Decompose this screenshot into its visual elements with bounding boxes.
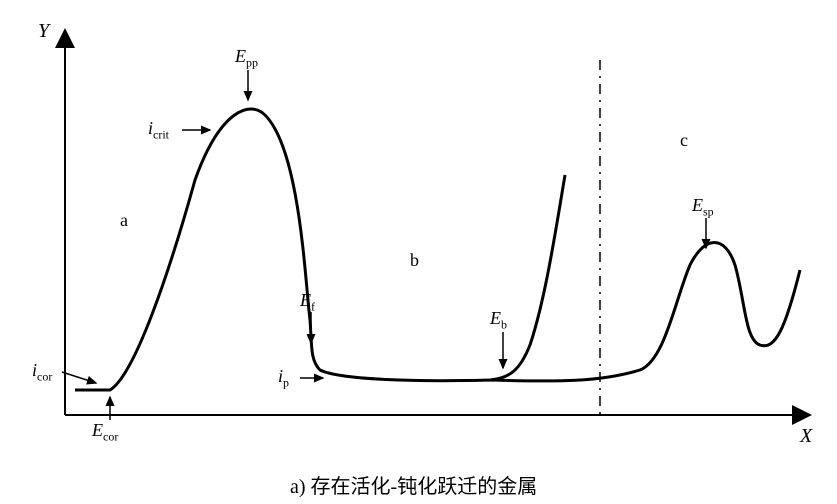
label-icrit: icrit [148, 118, 169, 143]
region-label-b: b [410, 250, 419, 271]
label-ip: ip [278, 366, 289, 391]
region-label-a: a [120, 210, 128, 231]
label-Ecor: Ecor [92, 420, 118, 445]
y-axis-label: Y [38, 20, 49, 43]
arrow-icor [62, 372, 96, 383]
region-label-c: c [680, 130, 688, 151]
x-axis-label: X [800, 425, 812, 448]
label-Esp: Esp [692, 195, 714, 220]
label-Epp: Epp [235, 46, 258, 71]
polarization-curve [75, 109, 800, 390]
diagram-container: Y X Ecor icor icrit Epp Ef ip Eb Esp a b… [0, 0, 837, 504]
label-icor: icor [32, 360, 52, 385]
figure-caption: a) 存在活化-钝化跃迁的金属 [290, 470, 537, 499]
label-Ef: Ef [300, 290, 315, 315]
label-Eb: Eb [490, 308, 507, 333]
